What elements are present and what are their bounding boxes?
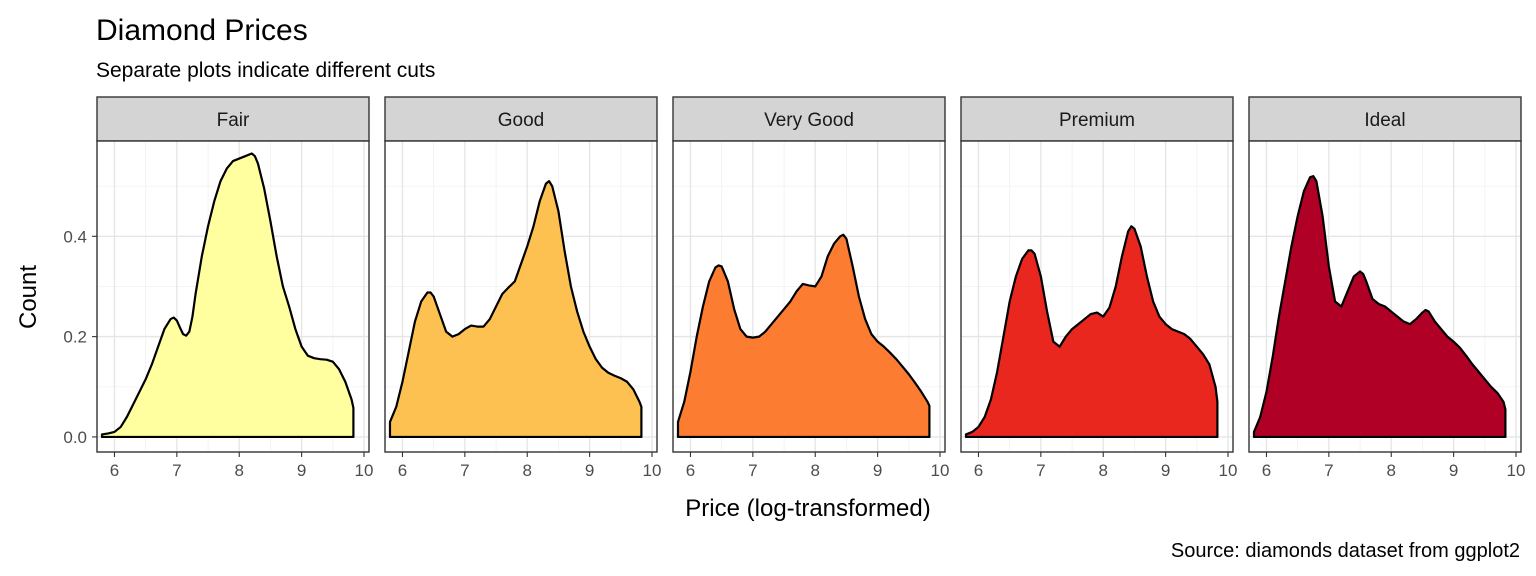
x-tick-label: 7 bbox=[1324, 461, 1333, 480]
density-area-ideal bbox=[1252, 175, 1507, 439]
y-tick-label: 0.0 bbox=[63, 428, 87, 447]
x-tick-label: 6 bbox=[974, 461, 983, 480]
x-tick-label: 9 bbox=[1449, 461, 1458, 480]
x-tick-label: 6 bbox=[110, 461, 119, 480]
density-area-very-good bbox=[676, 233, 931, 439]
x-tick-label: 7 bbox=[748, 461, 757, 480]
x-tick-label: 10 bbox=[355, 461, 374, 480]
facet-panel-3: Premium 6 7 8 9 10 bbox=[960, 96, 1238, 480]
x-tick-label: 6 bbox=[398, 461, 407, 480]
x-tick-label: 6 bbox=[1262, 461, 1271, 480]
facets-layer: Fair 6 7 8 9 10 0.0 0.2 0.4 Good 6 7 8 9 10 Very Good 6 7… bbox=[63, 96, 1526, 480]
y-tick-label: 0.4 bbox=[63, 227, 87, 246]
density-area-good bbox=[388, 180, 643, 439]
facet-panel-border bbox=[960, 140, 1234, 453]
x-tick-label: 7 bbox=[1036, 461, 1045, 480]
facet-strip bbox=[96, 96, 370, 142]
x-tick-label: 9 bbox=[297, 461, 306, 480]
facet-panel-2: Very Good 6 7 8 9 10 bbox=[672, 96, 950, 480]
x-tick-label: 8 bbox=[1099, 461, 1108, 480]
facet-strip-label: Very Good bbox=[764, 110, 854, 131]
facet-panel-border bbox=[1248, 140, 1522, 453]
facet-panel-border bbox=[384, 140, 658, 453]
y-tick-label: 0.2 bbox=[63, 328, 87, 347]
x-tick-label: 9 bbox=[585, 461, 594, 480]
facet-strip bbox=[1248, 96, 1522, 142]
x-tick-label: 7 bbox=[460, 461, 469, 480]
facet-strip-label: Premium bbox=[1059, 110, 1135, 131]
x-tick-label: 10 bbox=[931, 461, 950, 480]
facet-strip-label: Fair bbox=[217, 110, 250, 131]
x-tick-label: 8 bbox=[235, 461, 244, 480]
x-tick-label: 8 bbox=[523, 461, 532, 480]
y-axis-title: Count bbox=[15, 265, 42, 329]
x-tick-label: 10 bbox=[1219, 461, 1238, 480]
facet-strip-label: Good bbox=[498, 110, 544, 131]
x-tick-label: 9 bbox=[873, 461, 882, 480]
x-tick-label: 7 bbox=[172, 461, 181, 480]
density-area-premium bbox=[964, 225, 1219, 439]
density-area-fair bbox=[100, 152, 355, 439]
chart-subtitle: Separate plots indicate different cuts bbox=[96, 59, 435, 82]
facet-strip-label: Ideal bbox=[1364, 110, 1405, 131]
x-tick-label: 8 bbox=[1387, 461, 1396, 480]
facet-panel-1: Good 6 7 8 9 10 bbox=[384, 96, 662, 480]
x-axis-title: Price (log-transformed) bbox=[685, 495, 930, 522]
facet-panel-0: Fair 6 7 8 9 10 0.0 0.2 0.4 bbox=[63, 96, 374, 480]
facet-panel-4: Ideal 6 7 8 9 10 bbox=[1248, 96, 1526, 480]
x-tick-label: 9 bbox=[1161, 461, 1170, 480]
chart-title: Diamond Prices bbox=[96, 14, 308, 47]
facet-panel-border bbox=[96, 140, 370, 453]
x-tick-label: 10 bbox=[1507, 461, 1526, 480]
facet-strip bbox=[672, 96, 946, 142]
facet-panel-border bbox=[672, 140, 946, 453]
x-tick-label: 6 bbox=[686, 461, 695, 480]
x-tick-label: 10 bbox=[643, 461, 662, 480]
x-tick-label: 8 bbox=[811, 461, 820, 480]
chart-caption: Source: diamonds dataset from ggplot2 bbox=[1171, 540, 1520, 562]
